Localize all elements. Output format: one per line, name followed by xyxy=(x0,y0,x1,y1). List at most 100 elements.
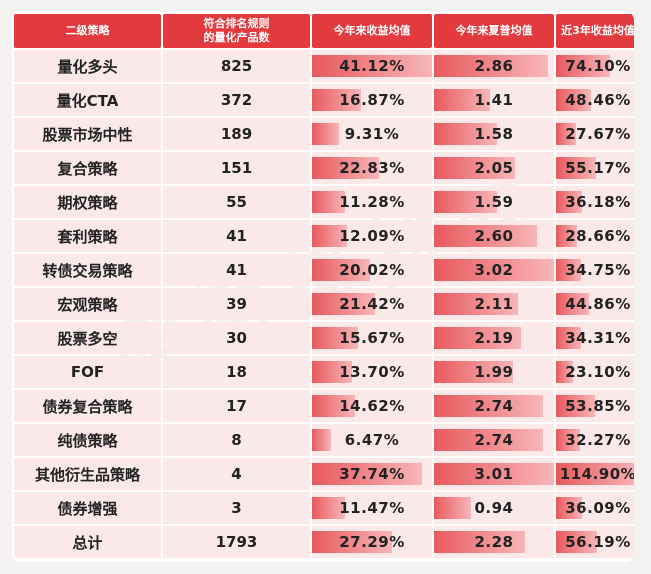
table-row: 量化多头 825 41.12% 2.86 74.10% xyxy=(14,50,634,82)
ytd-return-cell: 6.47% xyxy=(312,424,432,456)
ytd-return-cell: 12.09% xyxy=(312,220,432,252)
3y-return-value: 27.67% xyxy=(565,125,631,143)
table-row: 股票多空 30 15.67% 2.19 34.31% xyxy=(14,322,634,354)
col-header-strategy: 二级策略 xyxy=(14,14,161,48)
strategy-name-cell: 其他衍生品策略 xyxy=(14,458,161,490)
table-body: 量化多头 825 41.12% 2.86 74.10% 量化CTA 372 16.87% 1.4… xyxy=(14,50,634,558)
3y-return-cell: 34.31% xyxy=(556,322,634,354)
ytd-return-value: 12.09% xyxy=(339,227,405,245)
sharpe-value: 1.99 xyxy=(474,363,514,381)
ytd-return-bar xyxy=(312,55,432,77)
ytd-return-bar xyxy=(312,429,331,451)
3y-return-bar xyxy=(556,361,573,383)
sharpe-bar xyxy=(434,463,554,485)
ytd-return-bar xyxy=(312,463,423,485)
sharpe-cell: 1.41 xyxy=(434,84,554,116)
count-cell: 17 xyxy=(163,390,310,422)
ytd-return-cell: 22.83% xyxy=(312,152,432,184)
sharpe-cell: 2.86 xyxy=(434,50,554,82)
3y-return-value: 56.19% xyxy=(565,533,631,551)
3y-return-value: 36.18% xyxy=(565,193,631,211)
ytd-return-cell: 20.02% xyxy=(312,254,432,286)
sharpe-bar xyxy=(434,429,543,451)
count-cell: 41 xyxy=(163,220,310,252)
table-row: 量化CTA 372 16.87% 1.41 48.46% xyxy=(14,84,634,116)
3y-return-bar xyxy=(556,191,583,213)
sharpe-cell: 2.74 xyxy=(434,390,554,422)
sharpe-value: 2.19 xyxy=(474,329,514,347)
3y-return-value: 32.27% xyxy=(565,431,631,449)
sharpe-bar xyxy=(434,89,491,111)
table-row: 总计 1793 27.29% 2.28 56.19% xyxy=(14,526,634,558)
table-row: 债券增强 3 11.47% 0.94 36.09% xyxy=(14,492,634,524)
ytd-return-bar xyxy=(312,531,392,553)
count-cell: 55 xyxy=(163,186,310,218)
3y-return-cell: 53.85% xyxy=(556,390,634,422)
strategy-name-cell: 宏观策略 xyxy=(14,288,161,320)
ytd-return-value: 20.02% xyxy=(339,261,405,279)
3y-return-cell: 23.10% xyxy=(556,356,634,388)
3y-return-bar xyxy=(556,429,580,451)
3y-return-bar xyxy=(556,327,582,349)
table-row: 转债交易策略 41 20.02% 3.02 34.75% xyxy=(14,254,634,286)
ytd-return-cell: 27.29% xyxy=(312,526,432,558)
sharpe-value: 2.60 xyxy=(474,227,514,245)
3y-return-cell: 28.66% xyxy=(556,220,634,252)
table-row: 债券复合策略 17 14.62% 2.74 53.85% xyxy=(14,390,634,422)
sharpe-value: 1.41 xyxy=(474,91,514,109)
sharpe-value: 2.11 xyxy=(474,295,514,313)
ytd-return-bar xyxy=(312,361,352,383)
ytd-return-bar xyxy=(312,157,379,179)
sharpe-value: 2.86 xyxy=(474,57,514,75)
sharpe-value: 1.58 xyxy=(474,125,514,143)
strategy-name-cell: 纯债策略 xyxy=(14,424,161,456)
sharpe-cell: 1.59 xyxy=(434,186,554,218)
ytd-return-cell: 14.62% xyxy=(312,390,432,422)
sharpe-cell: 2.11 xyxy=(434,288,554,320)
sharpe-value: 2.74 xyxy=(474,431,514,449)
3y-return-value: 74.10% xyxy=(565,57,631,75)
strategy-name-cell: FOF xyxy=(14,356,161,388)
sharpe-value: 2.74 xyxy=(474,397,514,415)
sharpe-cell: 2.19 xyxy=(434,322,554,354)
strategy-table-card: 私募排排网 二级策略 符合排名规则 的量化产品数 今年来收益均值 今年来夏普均值… xyxy=(12,12,634,562)
sharpe-bar xyxy=(434,157,516,179)
table-header-row: 二级策略 符合排名规则 的量化产品数 今年来收益均值 今年来夏普均值 近3年收益… xyxy=(14,14,634,48)
strategy-name-cell: 量化多头 xyxy=(14,50,161,82)
strategy-name-cell: 总计 xyxy=(14,526,161,558)
ytd-return-bar xyxy=(312,259,371,281)
count-cell: 4 xyxy=(163,458,310,490)
sharpe-bar xyxy=(434,327,522,349)
3y-return-value: 48.46% xyxy=(565,91,631,109)
count-cell: 30 xyxy=(163,322,310,354)
count-cell: 825 xyxy=(163,50,310,82)
sharpe-bar xyxy=(434,55,548,77)
count-cell: 372 xyxy=(163,84,310,116)
sharpe-value: 3.01 xyxy=(474,465,514,483)
3y-return-bar xyxy=(556,89,592,111)
3y-return-cell: 74.10% xyxy=(556,50,634,82)
3y-return-cell: 32.27% xyxy=(556,424,634,456)
3y-return-bar xyxy=(556,123,577,145)
ytd-return-bar xyxy=(312,225,348,247)
3y-return-cell: 36.09% xyxy=(556,492,634,524)
table-row: 纯债策略 8 6.47% 2.74 32.27% xyxy=(14,424,634,456)
ytd-return-cell: 13.70% xyxy=(312,356,432,388)
col-header-sharpe: 今年来夏普均值 xyxy=(434,14,554,48)
ytd-return-bar xyxy=(312,123,340,145)
count-cell: 8 xyxy=(163,424,310,456)
table-row: 期权策略 55 11.28% 1.59 36.18% xyxy=(14,186,634,218)
sharpe-bar xyxy=(434,123,497,145)
ytd-return-value: 11.28% xyxy=(339,193,405,211)
3y-return-cell: 55.17% xyxy=(556,152,634,184)
sharpe-value: 2.05 xyxy=(474,159,514,177)
ytd-return-bar xyxy=(312,293,375,315)
3y-return-bar xyxy=(556,55,611,77)
ytd-return-bar xyxy=(312,497,346,519)
ytd-return-bar xyxy=(312,395,355,417)
3y-return-value: 34.75% xyxy=(565,261,631,279)
strategy-name-cell: 期权策略 xyxy=(14,186,161,218)
3y-return-value: 44.86% xyxy=(565,295,631,313)
3y-return-bar xyxy=(556,395,596,417)
3y-return-bar xyxy=(556,225,577,247)
